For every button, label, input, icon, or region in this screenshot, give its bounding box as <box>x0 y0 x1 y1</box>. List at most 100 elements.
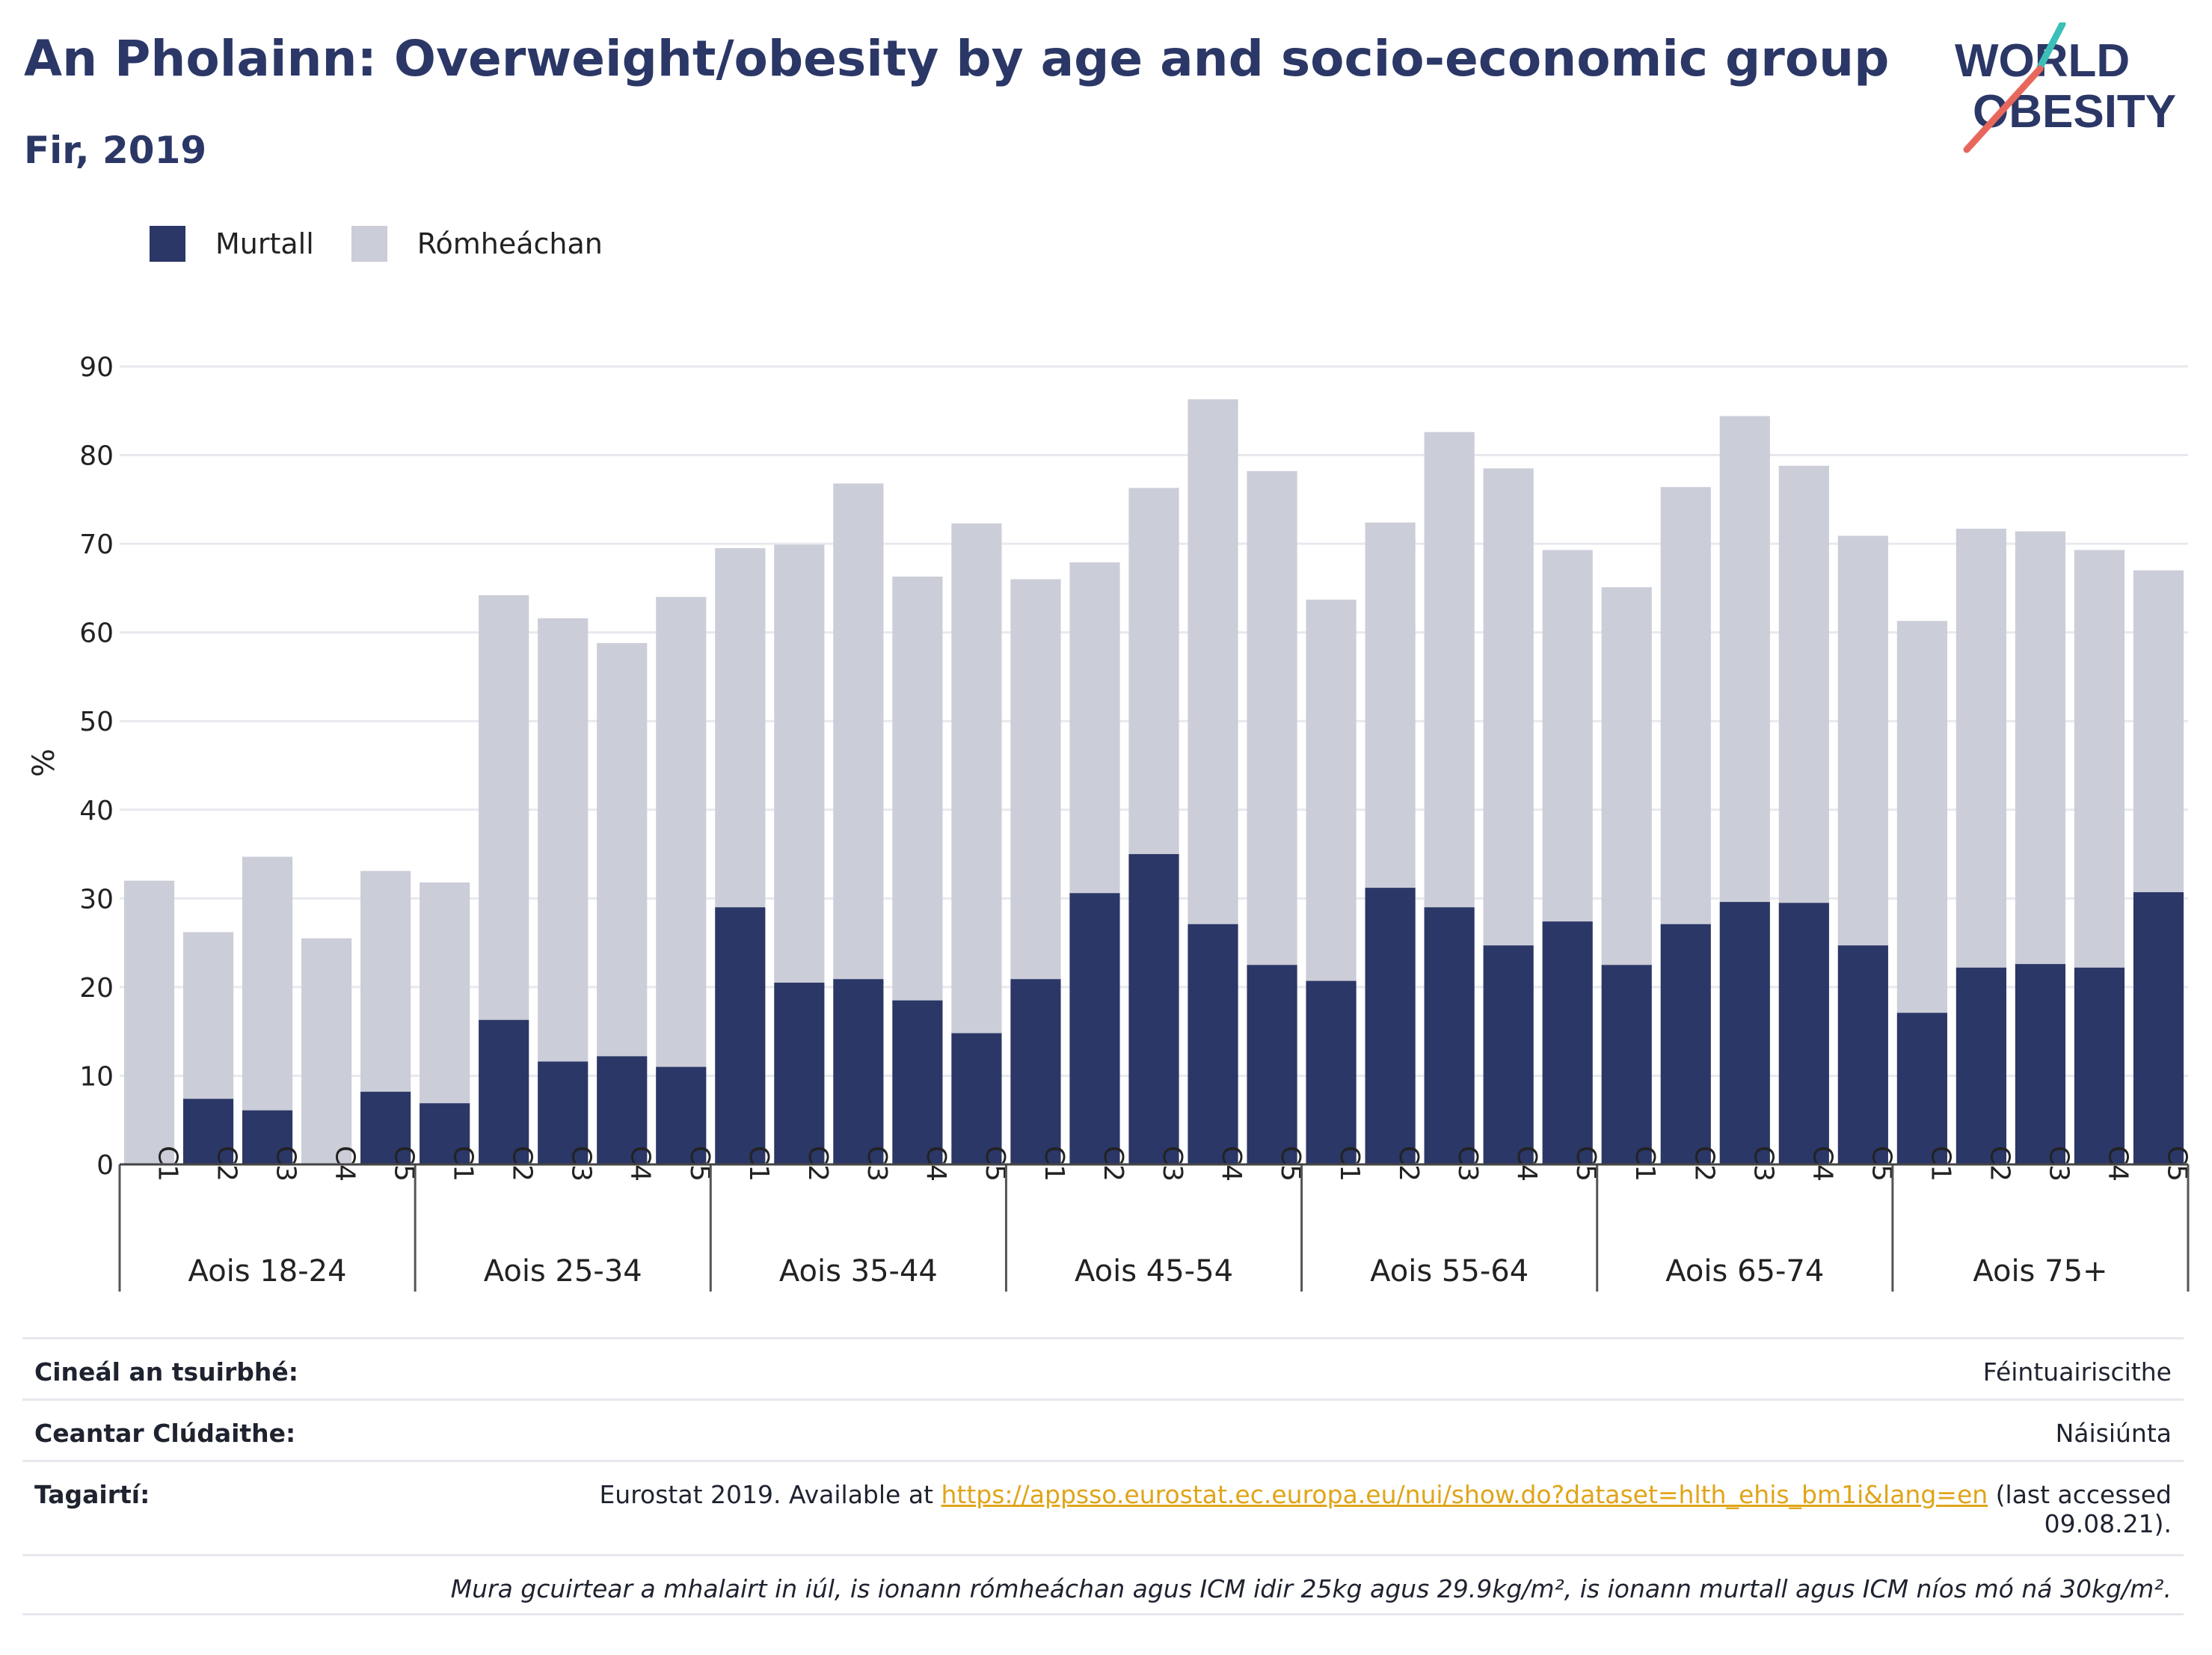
bar-overweight <box>1483 468 1534 946</box>
bar-obese <box>1365 888 1416 1164</box>
bar-obese <box>1424 907 1475 1164</box>
survey-type-label: Cineál an tsuirbhé: <box>34 1357 298 1387</box>
bar-obese <box>1542 921 1593 1164</box>
bar-overweight <box>2015 531 2066 965</box>
bar-overweight <box>1837 535 1888 946</box>
bar-obese <box>1896 1013 1947 1164</box>
bar-obese <box>1601 965 1652 1164</box>
bar-obese <box>892 1000 943 1164</box>
bar-overweight <box>1306 599 1357 981</box>
x-group-label: Aois 18-24 <box>188 1254 347 1289</box>
bar-obese <box>1069 893 1120 1164</box>
reference-prefix: Eurostat 2019. Available at <box>599 1480 941 1509</box>
footer-row-area: Ceantar Clúdaithe: Náisiúnta <box>22 1398 2184 1460</box>
x-group-label: Aois 55-64 <box>1370 1254 1529 1289</box>
chart-legend: Murtall Rómheáchan <box>150 224 640 263</box>
y-tick-label: 10 <box>79 1061 114 1092</box>
bar-obese <box>242 1110 293 1164</box>
y-tick-label: 30 <box>79 884 114 915</box>
chart-title: An Pholainn: Overweight/obesity by age a… <box>24 30 1890 87</box>
legend-item-overweight[interactable]: Rómheáchan <box>351 226 603 262</box>
bar-overweight <box>420 882 470 1104</box>
bar-obese <box>1306 980 1357 1164</box>
footer-row-survey: Cineál an tsuirbhé: Féintuairiscithe <box>22 1337 2184 1398</box>
area-covered-label: Ceantar Clúdaithe: <box>34 1419 296 1448</box>
reference-date: 09.08.21). <box>2044 1509 2172 1538</box>
x-group-label: Aois 35-44 <box>779 1254 938 1289</box>
bar-obese <box>1188 924 1238 1164</box>
bar-overweight <box>1188 399 1238 924</box>
bar-overweight <box>1778 465 1829 903</box>
bar-overweight <box>1896 621 1947 1013</box>
bar-overweight <box>892 576 943 1001</box>
bar-overweight <box>597 642 648 1057</box>
y-tick-label: 80 <box>79 441 114 472</box>
bar-overweight <box>1365 522 1416 888</box>
references-label: Tagairtí: <box>34 1480 150 1509</box>
chart-subtitle: Fir, 2019 <box>24 129 207 172</box>
bar-obese <box>1483 945 1534 1164</box>
bar-obese <box>656 1066 707 1164</box>
y-tick-label: 20 <box>79 973 114 1004</box>
legend-label-overweight: Rómheáchan <box>417 227 603 260</box>
references-value: Eurostat 2019. Available at https://apps… <box>599 1480 2172 1538</box>
bar-overweight <box>182 932 234 1099</box>
bar-obese <box>1247 965 1297 1164</box>
x-group-label: Aois 75+ <box>1973 1254 2107 1289</box>
reference-suffix: (last accessed <box>1988 1480 2172 1509</box>
bar-overweight <box>2133 570 2184 893</box>
definition-note: Mura gcuirtear a mhalairt in iúl, is ion… <box>450 1574 2172 1603</box>
bar-overweight <box>123 880 175 1164</box>
x-group-label: Aois 45-54 <box>1075 1254 1233 1289</box>
legend-swatch-obese <box>150 226 185 262</box>
bar-obese <box>715 907 766 1164</box>
bar-obese <box>360 1091 411 1164</box>
legend-swatch-overweight <box>351 226 387 262</box>
bar-obese <box>1660 924 1711 1164</box>
bar-obese <box>1010 979 1061 1164</box>
bar-overweight <box>774 544 825 983</box>
y-tick-label: 60 <box>79 618 114 649</box>
bar-overweight <box>1247 470 1297 965</box>
y-tick-label: 90 <box>79 352 114 383</box>
world-obesity-logo: WORLD OBESITY <box>1955 22 2176 153</box>
bar-overweight <box>1424 432 1475 908</box>
bar-overweight <box>242 856 293 1111</box>
bar-overweight <box>656 597 707 1067</box>
bar-obese <box>597 1056 648 1164</box>
chart-footer: Cineál an tsuirbhé: Féintuairiscithe Cea… <box>22 1337 2184 1615</box>
bar-obese <box>1778 903 1829 1164</box>
area-covered-value: Náisiúnta <box>2055 1419 2172 1448</box>
y-tick-label: 40 <box>79 796 114 826</box>
logo-slash-teal <box>2036 22 2066 71</box>
bar-overweight <box>1660 487 1711 924</box>
bar-overweight <box>1719 416 1770 903</box>
bar-obese <box>1837 945 1888 1164</box>
bar-obese <box>1128 854 1179 1164</box>
reference-link[interactable]: https://appsso.eurostat.ec.europa.eu/nui… <box>941 1480 1988 1509</box>
x-group-label: Aois 25-34 <box>484 1254 642 1289</box>
y-tick-label: 0 <box>96 1150 114 1181</box>
bar-overweight <box>1010 579 1061 980</box>
bar-overweight <box>538 618 589 1062</box>
y-tick-label: 50 <box>79 707 114 737</box>
bar-obese <box>479 1019 529 1164</box>
bar-obese <box>420 1103 470 1164</box>
x-group-label: Aois 65-74 <box>1665 1254 1824 1289</box>
bar-overweight <box>1069 562 1120 894</box>
bar-obese <box>182 1099 234 1164</box>
legend-label-obese: Murtall <box>215 227 314 260</box>
footer-row-references: Tagairtí: Eurostat 2019. Available at ht… <box>22 1460 2184 1554</box>
footer-row-note: Mura gcuirtear a mhalairt in iúl, is ion… <box>22 1554 2184 1615</box>
legend-item-obese[interactable]: Murtall <box>150 226 314 262</box>
bar-obese <box>2133 892 2184 1164</box>
bar-overweight <box>479 595 529 1020</box>
survey-type-value: Féintuairiscithe <box>1982 1357 2172 1387</box>
bar-overweight <box>951 523 1002 1034</box>
bar-overweight <box>360 871 411 1092</box>
bar-obese <box>1956 967 2006 1164</box>
logo-slash-red <box>1963 65 2044 153</box>
bar-overweight <box>2074 550 2125 968</box>
bar-obese <box>833 979 884 1164</box>
